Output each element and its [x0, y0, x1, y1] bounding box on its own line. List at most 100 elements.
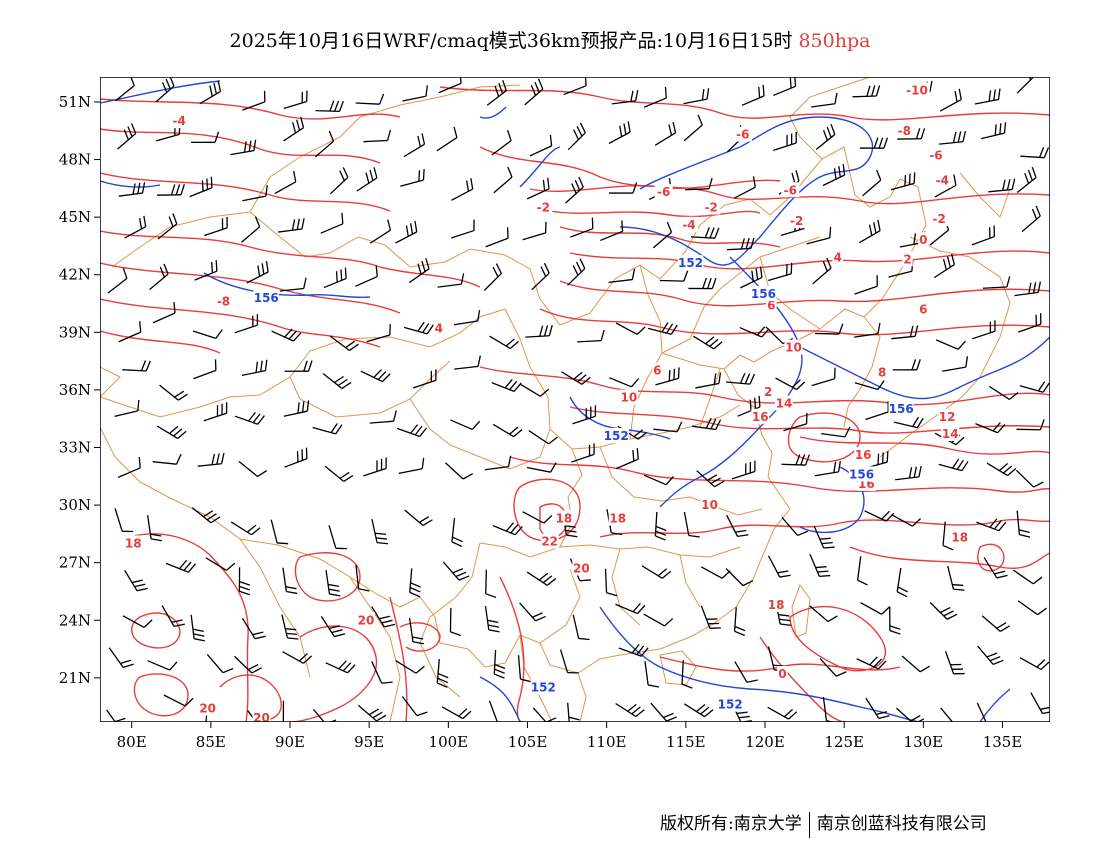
temperature-contour-label-bg: [918, 232, 929, 248]
wind-barb: [241, 617, 266, 640]
wind-barb: [935, 339, 966, 350]
wind-barb: [1020, 146, 1050, 159]
wind-barb: [934, 174, 957, 198]
wind-barb: [852, 85, 881, 98]
wind-barb: [1019, 381, 1050, 393]
wind-barb: [159, 384, 188, 401]
wind-barb: [571, 443, 595, 463]
wind-barb: [781, 516, 809, 537]
wind-barb: [938, 458, 969, 472]
temperature-contour-label: 18: [768, 598, 785, 612]
temperature-contour-label: -4: [682, 218, 695, 232]
wind-barb: [577, 329, 605, 343]
wind-barb: [567, 122, 586, 151]
temperature-contour-label-bg: [950, 529, 969, 545]
wind-barb: [408, 258, 430, 284]
wind-barb: [600, 220, 624, 242]
wind-barb: [436, 659, 449, 688]
wind-barb: [572, 405, 597, 425]
wind-barb: [320, 212, 344, 234]
temperature-contour-label: 10: [620, 391, 637, 405]
wind-barb: [155, 77, 175, 103]
longitude-ticks: 80E 85E 90E 95E 100E 105E 110E 115E 120E 125E 130E…: [117, 722, 1022, 751]
wind-barb: [438, 77, 462, 94]
wind-barb: [856, 656, 887, 670]
temperature-contour-label-bg: [214, 293, 233, 309]
temperature-contour-label-bg: [775, 395, 793, 411]
temperature-contour-label-bg: [938, 408, 957, 424]
wind-barb: [976, 702, 987, 722]
temperature-contour-label-bg: [930, 211, 949, 227]
wind-barb: [199, 80, 222, 105]
wind-barb: [284, 360, 313, 372]
temperature-contour-label: -4: [172, 114, 185, 128]
wind-barb: [450, 219, 475, 239]
wind-barb: [107, 267, 128, 294]
wind-barb: [1030, 692, 1050, 715]
temperature-contour-label-bg: [124, 535, 143, 551]
temperature-contour-label: 6: [919, 302, 927, 316]
temperature-contour-label: -6: [657, 185, 670, 199]
wind-barb: [442, 561, 470, 581]
wind-barb: [897, 128, 926, 140]
weather-map: -4 -8 4 -2 -6 -2 -4 -6 -2 -6 -8 -10 -6 -4 -2 0 2 4 6 6 8 10 10…: [100, 77, 1050, 722]
wind-barb: [939, 130, 967, 145]
lon-tick-label: 95E: [354, 733, 384, 751]
wind-barb: [437, 273, 465, 288]
wind-barb: [739, 326, 770, 338]
height-contour-label-bg: [750, 285, 777, 301]
temperature-contour-label: 18: [951, 531, 968, 545]
wind-barb: [981, 615, 1011, 632]
wind-barb: [325, 570, 341, 597]
lon-tick-label: 110E: [587, 733, 627, 751]
temperature-contour-label-bg: [767, 596, 786, 612]
wind-barb: [363, 129, 392, 143]
wind-barb: [809, 605, 838, 623]
wind-barb: [282, 567, 298, 595]
wind-barb: [947, 565, 965, 591]
temperature-contour-label-bg: [554, 510, 573, 526]
temperature-contour-label-bg: [572, 560, 591, 576]
wind-barb: [191, 131, 220, 144]
wind-barb: [270, 519, 289, 545]
wind-barb: [773, 131, 797, 152]
wind-barb: [814, 460, 841, 477]
lon-tick-label: 105E: [508, 733, 548, 751]
wind-barb: [398, 457, 425, 475]
wind-barb: [519, 383, 550, 397]
wind-barb: [988, 385, 1019, 400]
wind-barb: [488, 700, 499, 722]
temperature-contour-label-bg: [781, 182, 800, 198]
temperature-contour-label-bg: [777, 666, 788, 682]
wind-barb: [412, 369, 437, 389]
wind-barb: [282, 700, 285, 722]
temperature-contour-label-bg: [652, 362, 663, 378]
wind-barb: [453, 310, 481, 326]
temperature-contour-label-bg: [654, 184, 673, 200]
copyright-credit: 版权所有:南京大学 南京创蓝科技有限公司: [660, 809, 987, 838]
wind-barb: [683, 88, 710, 105]
wind-barb: [856, 556, 868, 586]
wind-barb: [944, 651, 965, 675]
wind-barb: [563, 77, 587, 96]
wind-barb: [165, 559, 197, 573]
wind-barb: [281, 614, 299, 640]
wind-barb: [643, 613, 674, 627]
temperature-contour-label-bg: [904, 82, 930, 98]
wind-barb: [609, 377, 640, 388]
wind-barb: [939, 88, 962, 112]
wind-barb: [436, 126, 458, 152]
wind-barb: [650, 702, 677, 722]
wind-barb: [117, 456, 141, 478]
wind-barb: [981, 122, 1007, 140]
chart-title: 2025年10月16日WRF/cmaq模式36km预报产品:10月16日15时 8…: [0, 26, 1100, 53]
wind-barb: [149, 263, 169, 291]
temperature-contour-label: 0: [778, 667, 786, 681]
wind-barb: [854, 380, 885, 391]
height-contour-label-bg: [888, 401, 914, 417]
wind-barb: [971, 320, 996, 340]
wind-barb: [522, 221, 547, 241]
wind-barb: [122, 615, 153, 628]
wind-barb: [124, 569, 148, 592]
wind-barb: [696, 470, 725, 488]
